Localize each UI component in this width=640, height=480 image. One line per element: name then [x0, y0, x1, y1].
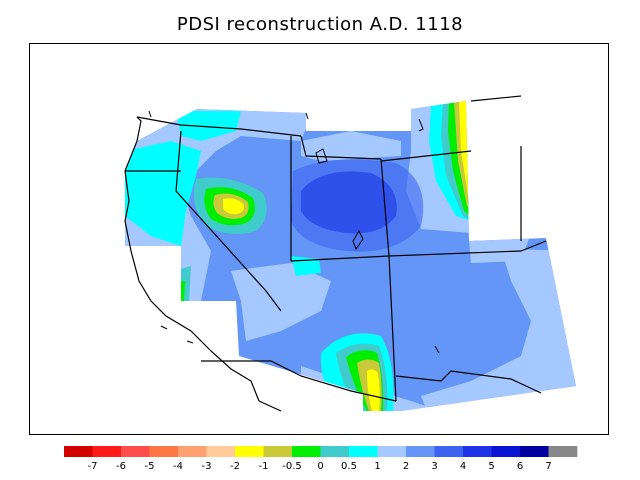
colorbar-tick-label: -3: [202, 461, 212, 472]
pdsi-region-cyan-utah: [291, 256, 321, 276]
colorbar-swatch: [463, 446, 492, 457]
great-salt-lake: [352, 229, 364, 251]
pdsi-map: [124, 95, 576, 412]
colorbar-swatch: [206, 446, 236, 457]
state-border-ut-co: [380, 158, 390, 257]
yellowstone-lake: [315, 148, 328, 164]
pdsi-region-lightblue-east-band: [469, 233, 531, 263]
colorbar-swatch: [292, 446, 321, 457]
state-boundaries: [124, 95, 547, 412]
colorbar-tick-label: -4: [173, 461, 183, 472]
coastline-baja: [258, 400, 282, 412]
colorbar-swatch: [263, 446, 293, 457]
pdsi-region-cyan-west: [125, 141, 201, 246]
colorbar-tick-label: 1: [374, 461, 380, 472]
pdsi-region-midblue-center: [291, 159, 424, 252]
pdsi-region-yellow-south: [367, 369, 380, 411]
colorbar-swatch: [149, 446, 179, 457]
colorbar-tick-label: 3: [431, 461, 437, 472]
coastline-california: [124, 170, 260, 402]
pdsi-region-yellow-nevada: [223, 198, 245, 215]
small-lake-2: [418, 118, 424, 132]
small-lake-1: [148, 110, 152, 118]
colorbar-swatch: [434, 446, 464, 457]
small-lake-4: [434, 345, 440, 354]
colorbar-swatch: [178, 446, 207, 457]
colorbar-swatch: [64, 446, 93, 457]
colorbar-tick-label: 5: [488, 461, 494, 472]
state-border-id-wy: [300, 135, 382, 160]
colorbar-tick-label: 7: [545, 461, 551, 472]
pdsi-region-cyan-northwest: [176, 111, 241, 141]
state-border-az-nm: [388, 255, 397, 402]
state-border-co-nm: [290, 240, 547, 262]
state-border-mexico: [201, 360, 397, 402]
colorbar-tick-label: 0.5: [341, 461, 357, 472]
coastline-pacific-north: [124, 116, 142, 172]
page-title: PDSI reconstruction A.D. 1118: [176, 14, 464, 35]
colorbar-tick-label: 2: [403, 461, 409, 472]
colorbar-tick-label: 0: [317, 461, 323, 472]
colorbar-swatch: [548, 446, 578, 457]
colorbar-swatch: [406, 446, 435, 457]
colorbar-swatch: [92, 446, 122, 457]
small-lake-3: [305, 112, 309, 120]
colorbar-tick-label: -2: [230, 461, 240, 472]
colorbar-swatch: [235, 446, 264, 457]
colorbar-ticks: -7 -6 -5 -4 -3 -2 -1 -0.5 0 0.5 1 2 3 4 5 6 7: [88, 461, 552, 472]
colorbar-tick-label: -1: [259, 461, 269, 472]
colorbar-tick-label: -7: [88, 461, 98, 472]
us-canada-border: [136, 95, 522, 162]
colorbar-swatch: [491, 446, 521, 457]
pdsi-field: [125, 101, 576, 411]
pdsi-region-green-socal: [173, 281, 185, 301]
colorbar-swatch: [121, 446, 150, 457]
colorbar-swatch: [377, 446, 407, 457]
pdsi-region-white-gap: [306, 109, 411, 131]
channel-islands: [160, 325, 194, 344]
colorbar-tick-label: -0.5: [282, 461, 302, 472]
colorbar-swatches: [64, 446, 578, 457]
state-border-nm-tx: [395, 370, 542, 394]
pdsi-region-lightblue-southeast: [421, 249, 576, 411]
pdsi-region-lightblue-south: [231, 263, 331, 341]
colorbar-swatch: [520, 446, 549, 457]
colorbar-tick-label: 4: [460, 461, 466, 472]
map-frame: [29, 43, 609, 435]
colorbar-swatch: [349, 446, 378, 457]
lakes-islands: [148, 110, 440, 354]
colorbar-swatch: [320, 446, 350, 457]
colorbar-tick-label: -5: [145, 461, 155, 472]
pdsi-region-lightblue-north: [301, 131, 401, 161]
colorbar-tick-label: 6: [517, 461, 523, 472]
colorbar-tick-label: -6: [116, 461, 126, 472]
state-border-ca-nv: [175, 130, 282, 312]
